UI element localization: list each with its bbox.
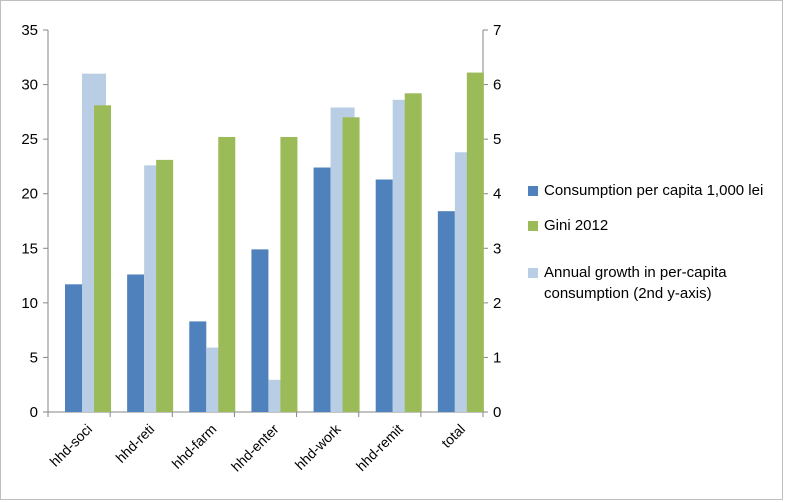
bar-consumption-hhd-soci	[65, 284, 82, 412]
y-left-tick-label: 30	[21, 77, 38, 94]
legend-label-consumption: Consumption per capita 1,000 lei	[544, 182, 764, 199]
legend-swatch-gini	[528, 221, 538, 231]
x-tick-label-hhd-work: hhd-work	[292, 420, 345, 473]
legend-label-gini: Gini 2012	[544, 217, 609, 234]
bar-gini-hhd-reti	[156, 159, 174, 412]
legend-item-gini: Gini 2012	[528, 215, 778, 236]
bar-consumption-total	[437, 211, 455, 412]
x-tick-label-hhd-enter: hhd-enter	[228, 421, 282, 475]
bars	[65, 72, 484, 413]
y-left-tick-label: 0	[30, 404, 38, 421]
y-right-tick-label: 3	[493, 240, 501, 257]
bar-consumption-hhd-enter	[251, 249, 269, 412]
y-left-tick-label: 20	[21, 186, 38, 203]
x-tick-label-total: total	[438, 421, 468, 451]
legend-swatch-growth	[528, 268, 538, 278]
y-right-tick-label: 2	[493, 295, 501, 312]
x-tick-label-hhd-farm: hhd-farm	[169, 421, 220, 472]
legend: Consumption per capita 1,000 lei Gini 20…	[528, 180, 778, 318]
x-tick-label-hhd-soci: hhd-soci	[46, 421, 95, 470]
x-tick-label-hhd-reti: hhd-reti	[112, 421, 157, 466]
bar-gini-hhd-soci	[94, 105, 111, 413]
y-right-tick-label: 1	[493, 349, 501, 366]
y-left-tick-label: 15	[21, 240, 38, 257]
bar-consumption-hhd-reti	[127, 274, 145, 412]
bar-gini-total	[466, 72, 484, 413]
bar-gini-hhd-work	[342, 117, 360, 413]
y-left-tick-label: 35	[21, 22, 38, 39]
bar-consumption-hhd-farm	[189, 321, 207, 412]
y-right-tick-label: 4	[493, 186, 501, 203]
legend-item-consumption: Consumption per capita 1,000 lei	[528, 180, 778, 201]
bar-gini-hhd-enter	[280, 136, 298, 412]
bar-gini-hhd-farm	[218, 136, 236, 412]
y-right-tick-label: 6	[493, 77, 501, 94]
y-right-tick-label: 5	[493, 131, 501, 148]
legend-item-growth: Annual growth in per-capita consumption …	[528, 262, 778, 304]
x-tick-label-hhd-remit: hhd-remit	[353, 421, 406, 474]
y-right-tick-label: 0	[493, 404, 501, 421]
bar-gini-hhd-remit	[404, 93, 422, 412]
y-left-tick-label: 5	[30, 349, 38, 366]
bar-consumption-hhd-remit	[375, 179, 393, 412]
y-left-tick-label: 10	[21, 295, 38, 312]
y-right-tick-label: 7	[493, 22, 501, 39]
y-left-tick-label: 25	[21, 131, 38, 148]
bar-consumption-hhd-work	[313, 167, 331, 412]
legend-swatch-consumption	[528, 186, 538, 196]
legend-label-growth: Annual growth in per-capita consumption …	[544, 264, 727, 302]
